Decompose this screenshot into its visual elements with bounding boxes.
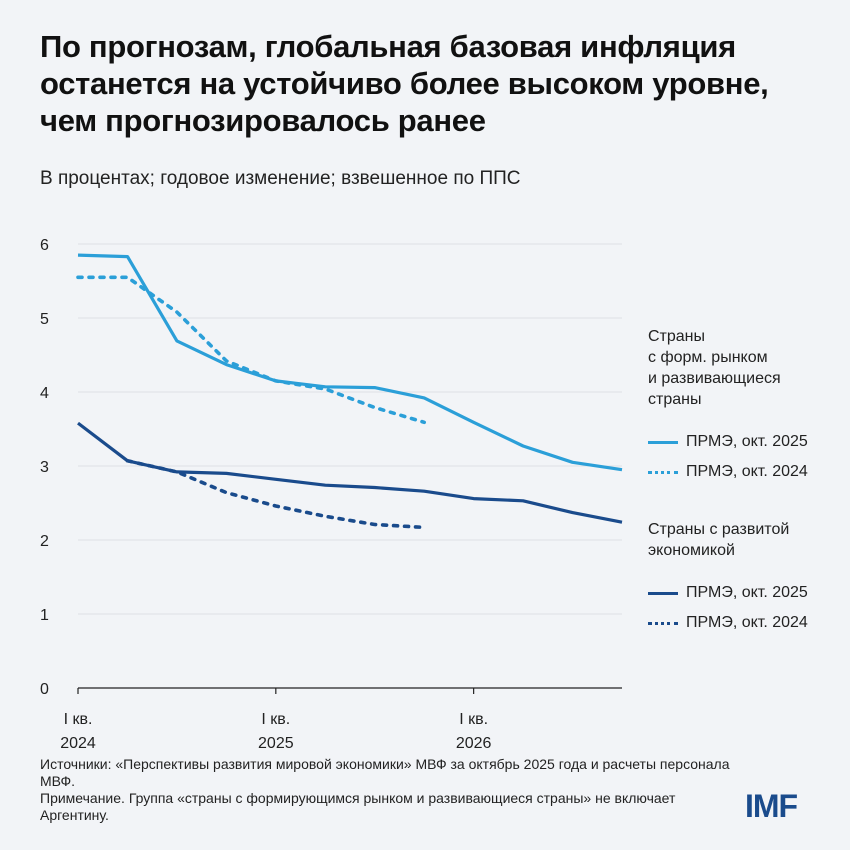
legend-label: ПРМЭ, окт. 2024: [686, 463, 808, 480]
legend-group-emde: Страны с форм. рынком и развивающиеся ст…: [648, 326, 781, 410]
dotted-line-swatch: [648, 470, 678, 474]
legend-item-ae-2025: ПРМЭ, окт. 2025: [648, 584, 808, 602]
y-tick-label: 0: [40, 681, 49, 698]
series-line-2: [77, 421, 623, 524]
legend-label: ПРМЭ, окт. 2024: [686, 614, 808, 631]
x-tick-label: 2026: [456, 735, 492, 752]
x-tick-label: I кв.: [261, 711, 290, 728]
x-tick-label: I кв.: [64, 711, 93, 728]
legend-group-line: с форм. рынком: [648, 349, 768, 366]
imf-logo: IMF: [745, 788, 798, 824]
series-line-3: [125, 458, 427, 530]
sources-note: Источники: «Перспективы развития мировой…: [40, 756, 730, 789]
legend-item-emde-2025: ПРМЭ, окт. 2025: [648, 433, 808, 451]
series-line-0: [77, 253, 623, 472]
y-tick-label: 6: [40, 237, 49, 254]
legend-label: ПРМЭ, окт. 2025: [686, 433, 808, 450]
legend-group-line: экономикой: [648, 542, 735, 559]
chart-title: По прогнозам, глобальная базовая инфляци…: [40, 29, 769, 138]
y-tick-label: 2: [40, 533, 49, 550]
series-line-1: [76, 275, 427, 425]
legend-group-line: и развивающиеся: [648, 370, 781, 387]
y-tick-label: 4: [40, 385, 49, 402]
y-tick-label: 1: [40, 607, 49, 624]
legend-group-ae: Страны с развитой экономикой: [648, 519, 789, 561]
footnotes: Источники: «Перспективы развития мировой…: [40, 756, 740, 824]
legend-item-ae-2024: ПРМЭ, окт. 2024: [648, 614, 808, 632]
dotted-line-swatch: [648, 621, 678, 625]
legend-item-emde-2024: ПРМЭ, окт. 2024: [648, 463, 808, 481]
note: Примечание. Группа «страны с формирующим…: [40, 790, 676, 823]
solid-line-swatch: [648, 591, 678, 595]
solid-line-swatch: [648, 440, 678, 444]
y-tick-label: 3: [40, 459, 49, 476]
legend-group-line: страны: [648, 391, 702, 408]
x-tick-label: 2025: [258, 735, 294, 752]
legend-label: ПРМЭ, окт. 2025: [686, 584, 808, 601]
x-tick-label: I кв.: [459, 711, 488, 728]
line-chart: 0 1 2 3 4 5 6 I кв. 2024 I кв. 2025 I кв. 2026: [40, 237, 623, 752]
legend-group-line: Страны с развитой: [648, 521, 790, 538]
legend-group-line: Страны: [648, 328, 706, 345]
x-tick-label: 2024: [60, 735, 96, 752]
chart-subtitle: В процентах; годовое изменение; взвешенн…: [40, 168, 521, 189]
y-tick-label: 5: [40, 311, 49, 328]
